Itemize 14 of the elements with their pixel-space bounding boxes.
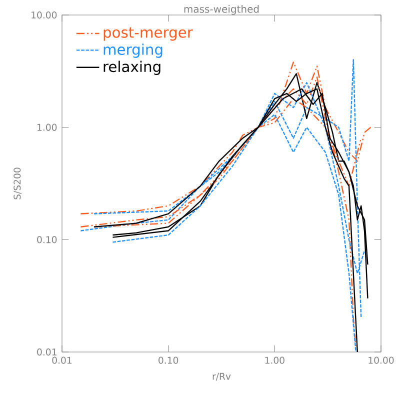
y-tick-label: 0.01 [37,348,56,356]
x-tick-label: 0.01 [52,356,72,364]
legend-label: merging [104,44,162,58]
x-axis-title: r/Rv [212,372,231,381]
x-tick-label: 0.10 [158,356,178,364]
y-tick-label: 10.00 [32,11,57,19]
y-axis-title: S/S200 [14,168,22,200]
legend-label: relaxing [104,60,160,75]
x-tick-label: 10.00 [368,356,394,364]
y-tick-label: 1.00 [38,124,57,131]
x-tick-label: 1.00 [265,356,284,364]
chart-title: mass-weigthed [184,5,259,15]
legend-label: post-merger [104,27,193,41]
y-tick-label: 0.10 [37,236,57,244]
